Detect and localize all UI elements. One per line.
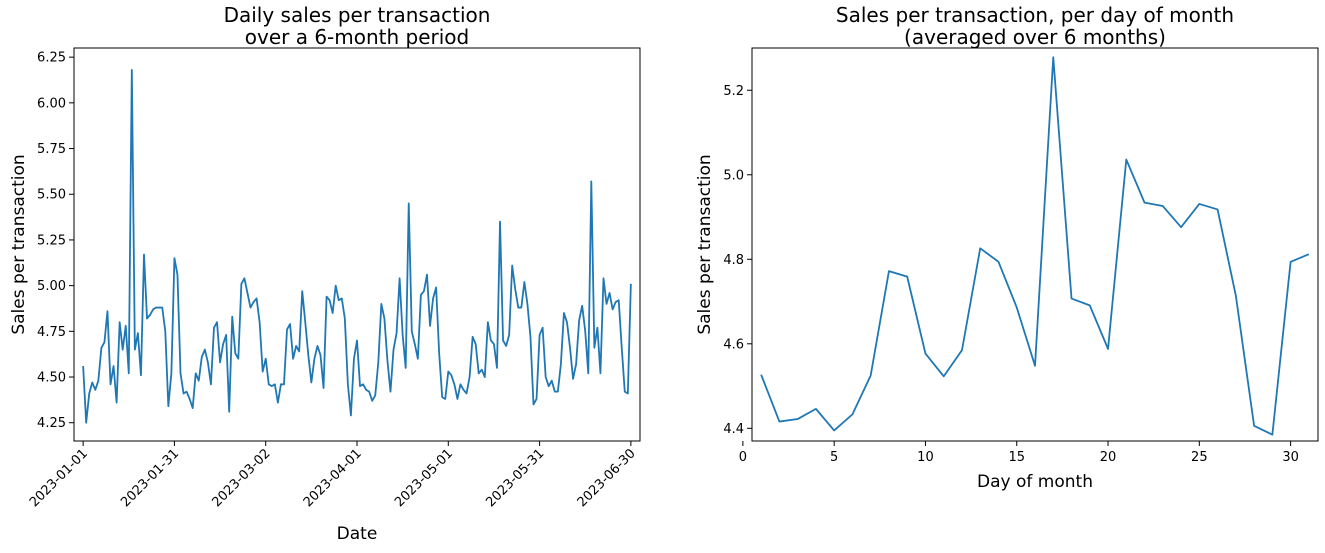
chart1-y-tick-label: 5.50 [37,188,66,203]
chart1-y-tick-label: 6.25 [37,51,66,66]
chart1-frame [73,47,641,442]
chart2-frame [751,47,1319,442]
chart1-x-tick-label: 2023-04-01 [301,446,365,510]
chart1-x-tick-label: 2023-01-31 [118,446,182,510]
chart1-series-line [82,69,632,424]
chart2-x-tick-label: 0 [739,450,747,465]
chart1-title: Daily sales per transaction over a 6-mont… [224,3,491,49]
chart1-y-tick-label: 4.50 [37,371,66,386]
chart2-x-tick-label: 20 [1100,450,1117,465]
chart1-x-tick-label: 2023-03-02 [210,446,274,510]
chart1-x-tick-label: 2023-05-01 [392,446,456,510]
chart2-x-tick-label: 5 [830,450,838,465]
chart2-x-tick-label: 30 [1282,450,1299,465]
chart2-x-tick-label: 10 [917,450,934,465]
chart1-x-tick-label: 2023-01-01 [27,446,91,510]
chart1-x-tick-label: 2023-05-31 [483,446,547,510]
chart2-y-tick-label: 5.0 [723,168,744,183]
chart2-x-tick-label: 25 [1191,450,1208,465]
chart2-series-line [760,56,1310,436]
chart2-y-axis-label: Sales per transaction [695,154,715,334]
chart2-title: Sales per transaction, per day of month(… [836,3,1234,49]
chart1-y-tick-label: 4.25 [37,416,66,431]
chart2-x-axis-label: Day of month [977,472,1093,492]
chart2-y-tick-label: 5.2 [723,84,744,99]
chart2-x-tick-label: 15 [1008,450,1025,465]
chart1-y-tick-label: 4.75 [37,325,66,340]
chart1-y-tick-label: 5.00 [37,279,66,294]
chart2-y-tick-label: 4.6 [723,337,744,352]
chart1-x-tick-label: 2023-06-30 [575,446,639,510]
chart1-y-tick-label: 5.25 [37,233,66,248]
chart1-y-tick-label: 5.75 [37,142,66,157]
chart1-y-axis-label: Sales per transaction [9,154,29,334]
chart2-y-tick-label: 4.4 [723,422,744,437]
chart1-x-axis-label: Date [337,524,378,544]
chart1-y-tick-label: 6.00 [37,96,66,111]
chart2-y-tick-label: 4.8 [723,253,744,268]
